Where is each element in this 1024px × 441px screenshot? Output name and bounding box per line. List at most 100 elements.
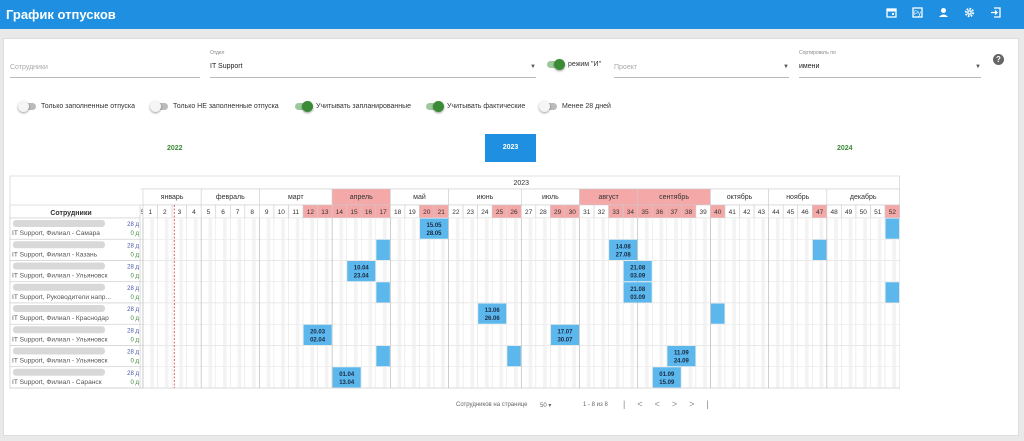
vacation-block[interactable] xyxy=(652,367,681,388)
week-cell[interactable] xyxy=(375,260,391,282)
week-cell[interactable] xyxy=(186,260,202,282)
week-cell[interactable] xyxy=(666,239,682,261)
less-28-switch[interactable] xyxy=(539,101,557,112)
week-cell[interactable] xyxy=(521,281,537,304)
vacation-block[interactable] xyxy=(667,346,696,367)
vacation-block[interactable] xyxy=(885,218,900,239)
week-cell[interactable] xyxy=(448,281,464,304)
week-cell[interactable] xyxy=(739,366,755,389)
vacation-block[interactable] xyxy=(812,239,827,260)
vacation-block[interactable] xyxy=(609,239,638,260)
week-cell[interactable] xyxy=(666,302,682,325)
toggle-actual[interactable]: Учитывать фактические xyxy=(426,101,525,112)
week-cell[interactable] xyxy=(739,302,755,325)
week-cell[interactable] xyxy=(739,281,755,304)
week-cell[interactable] xyxy=(593,302,609,325)
week-cell[interactable] xyxy=(593,217,609,240)
calendar-icon[interactable] xyxy=(885,6,898,19)
week-cell[interactable] xyxy=(593,345,609,367)
vacation-block[interactable] xyxy=(376,239,390,260)
sort-select[interactable]: Сортировать по имени ▼ xyxy=(799,50,981,78)
vacation-block[interactable] xyxy=(710,303,725,324)
week-cell[interactable] xyxy=(739,217,755,240)
report-icon[interactable]: Py xyxy=(911,6,924,19)
vacation-block[interactable] xyxy=(376,282,390,303)
vacation-block[interactable] xyxy=(347,261,376,282)
vacation-block[interactable] xyxy=(885,282,900,303)
week-cell[interactable] xyxy=(739,239,755,261)
help-icon[interactable]: ? xyxy=(993,54,1004,65)
vacation-block[interactable] xyxy=(550,324,579,345)
mode-and-toggle[interactable]: режим "И" xyxy=(547,59,601,70)
week-cell[interactable] xyxy=(812,260,828,282)
gear-icon[interactable] xyxy=(963,6,976,19)
week-cell[interactable] xyxy=(812,302,828,325)
next-page-icon[interactable]: > xyxy=(671,399,690,409)
vacation-block[interactable] xyxy=(623,282,652,303)
week-cell[interactable] xyxy=(521,239,537,261)
week-cell[interactable] xyxy=(812,281,828,304)
toggle-filled-only[interactable]: Только заполненные отпуска xyxy=(18,101,135,112)
week-cell[interactable] xyxy=(884,239,900,261)
week-cell[interactable] xyxy=(448,239,464,261)
vacation-block[interactable] xyxy=(376,346,390,367)
week-cell[interactable] xyxy=(448,345,464,367)
week-cell[interactable] xyxy=(884,260,900,282)
week-cell[interactable] xyxy=(448,366,464,389)
week-cell[interactable] xyxy=(593,324,609,346)
last-page-icon[interactable]: >| xyxy=(689,399,721,409)
week-cell[interactable] xyxy=(448,324,464,346)
year-next-tab[interactable]: 2024 xyxy=(837,145,853,152)
vacation-block[interactable] xyxy=(507,346,521,367)
week-cell[interactable] xyxy=(666,281,682,304)
vacation-block[interactable] xyxy=(332,367,361,388)
week-cell[interactable] xyxy=(593,366,609,389)
week-cell[interactable] xyxy=(666,217,682,240)
week-cell[interactable] xyxy=(593,260,609,282)
week-cell[interactable] xyxy=(884,345,900,367)
filled-only-switch[interactable] xyxy=(18,101,36,112)
first-page-icon[interactable]: |< xyxy=(623,399,655,409)
not-filled-only-switch[interactable] xyxy=(150,101,168,112)
week-cell[interactable] xyxy=(302,239,318,261)
week-cell[interactable] xyxy=(186,281,202,304)
week-cell[interactable] xyxy=(448,217,464,240)
logout-icon[interactable] xyxy=(989,6,1002,19)
vacation-block[interactable] xyxy=(303,324,332,345)
week-cell[interactable] xyxy=(302,281,318,304)
week-cell[interactable] xyxy=(186,324,202,346)
vacation-block[interactable] xyxy=(623,261,652,282)
actual-switch[interactable] xyxy=(426,101,444,112)
week-cell[interactable] xyxy=(521,324,537,346)
week-cell[interactable] xyxy=(521,217,537,240)
week-cell[interactable] xyxy=(186,302,202,325)
week-cell[interactable] xyxy=(739,260,755,282)
week-cell[interactable] xyxy=(739,324,755,346)
week-cell[interactable] xyxy=(521,260,537,282)
week-cell[interactable] xyxy=(302,345,318,367)
employees-filter[interactable]: Сотрудники xyxy=(10,50,200,78)
week-cell[interactable] xyxy=(302,302,318,325)
week-cell[interactable] xyxy=(375,324,391,346)
week-cell[interactable] xyxy=(812,366,828,389)
toggle-less-28[interactable]: Менее 28 дней xyxy=(539,101,611,112)
week-cell[interactable] xyxy=(186,217,202,240)
week-cell[interactable] xyxy=(448,302,464,325)
week-cell[interactable] xyxy=(375,302,391,325)
week-cell[interactable] xyxy=(884,366,900,389)
planned-switch[interactable] xyxy=(295,101,313,112)
week-cell[interactable] xyxy=(884,324,900,346)
toggle-not-filled-only[interactable]: Только НЕ заполненные отпуска xyxy=(150,101,279,112)
year-prev-tab[interactable]: 2022 xyxy=(167,145,183,152)
week-cell[interactable] xyxy=(521,366,537,389)
vacation-block[interactable] xyxy=(478,303,507,324)
week-cell[interactable] xyxy=(186,366,202,389)
week-cell[interactable] xyxy=(812,324,828,346)
week-cell[interactable] xyxy=(812,345,828,367)
week-cell[interactable] xyxy=(521,302,537,325)
week-cell[interactable] xyxy=(884,302,900,325)
week-cell[interactable] xyxy=(812,217,828,240)
week-cell[interactable] xyxy=(302,366,318,389)
week-cell[interactable] xyxy=(666,260,682,282)
week-cell[interactable] xyxy=(593,239,609,261)
